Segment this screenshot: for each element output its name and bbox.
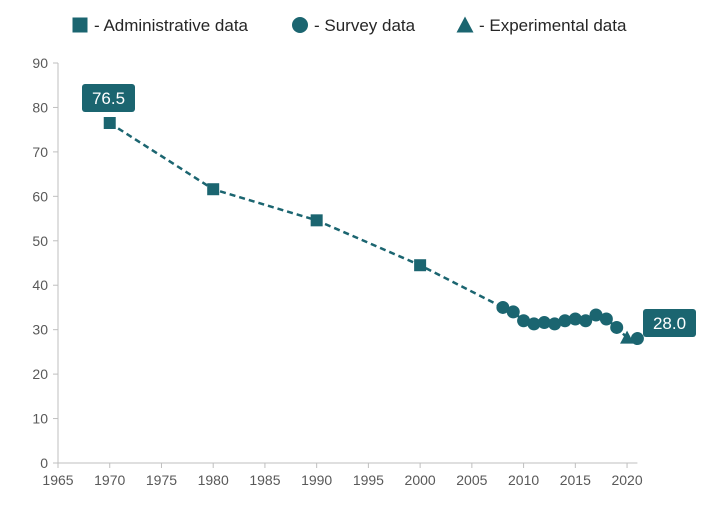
y-tick-label: 30 (32, 322, 48, 338)
x-tick-label: 1975 (146, 472, 177, 488)
legend-label: - Administrative data (94, 16, 249, 35)
circle-marker (568, 312, 582, 326)
legend-label: - Experimental data (479, 16, 627, 35)
data-label: 28.0 (653, 314, 686, 333)
circle-marker (292, 17, 308, 33)
y-tick-label: 50 (32, 233, 48, 249)
triangle-marker (456, 16, 474, 33)
y-tick-label: 80 (32, 99, 48, 115)
triangle-marker (620, 330, 635, 344)
circle-marker (537, 316, 551, 330)
y-tick-label: 10 (32, 411, 48, 427)
circle-marker (506, 305, 520, 319)
circle-marker (610, 320, 624, 334)
series-line (109, 121, 638, 340)
circle-marker (589, 308, 603, 322)
square-marker (207, 183, 220, 196)
data-label: 76.5 (92, 89, 125, 108)
x-tick-label: 1980 (198, 472, 229, 488)
x-tick-label: 1995 (353, 472, 384, 488)
x-tick-label: 2010 (508, 472, 539, 488)
square-marker (103, 117, 116, 129)
annotations: 76.5 28.0 (82, 84, 696, 337)
circle-marker (630, 332, 644, 346)
x-tick-label: 2000 (405, 472, 436, 488)
square-marker (72, 17, 88, 33)
circle-marker (599, 312, 613, 326)
circle-marker (517, 314, 531, 328)
axes: 0 10 20 30 40 50 60 70 80 90 1965 1970 1975 1980 1985 1… (32, 55, 642, 488)
x-tick-label: 1965 (42, 472, 73, 488)
circle-marker (558, 314, 572, 328)
x-tick-label: 1970 (94, 472, 125, 488)
series (103, 117, 644, 346)
circle-marker (496, 300, 510, 314)
x-tick-label: 1990 (301, 472, 332, 488)
y-tick-label: 20 (32, 366, 48, 382)
y-tick-label: 90 (32, 55, 48, 71)
circle-marker (579, 314, 593, 328)
circle-marker (527, 317, 541, 331)
x-tick-label: 1985 (249, 472, 280, 488)
legend: - Administrative data - Survey data - Expe… (72, 16, 627, 35)
data-label-box (82, 84, 135, 112)
y-tick-label: 0 (40, 455, 48, 471)
circle-marker (548, 317, 562, 331)
legend-label: - Survey data (314, 16, 416, 35)
x-tick-label: 2020 (611, 472, 642, 488)
data-label-box (643, 309, 696, 337)
square-marker (310, 214, 323, 227)
x-tick-label: 2015 (560, 472, 591, 488)
square-marker (414, 259, 427, 272)
y-tick-label: 60 (32, 188, 48, 204)
y-tick-label: 70 (32, 144, 48, 160)
y-tick-label: 40 (32, 277, 48, 293)
x-tick-label: 2005 (456, 472, 487, 488)
